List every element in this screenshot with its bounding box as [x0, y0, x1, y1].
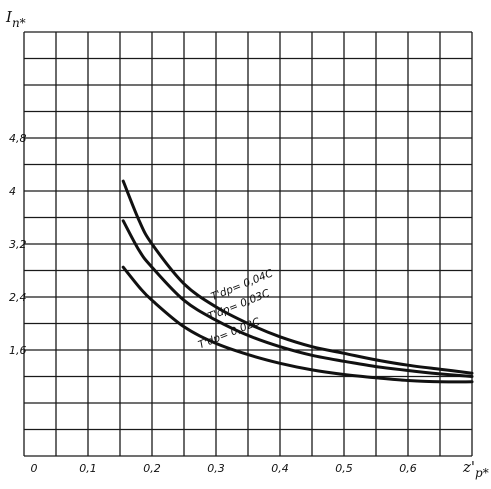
x-tick-label: 0: [31, 462, 38, 475]
x-tick-label: 0,6: [399, 462, 417, 475]
x-axis-label-main: z': [462, 458, 475, 476]
series-line-2: [121, 219, 474, 378]
y-axis-label-main: I: [5, 8, 13, 26]
series-line-3: [121, 265, 474, 384]
x-tick-label: 0,1: [79, 462, 97, 475]
x-tick-label: 0,4: [271, 462, 289, 475]
series-label-3: T'dр= 0,02С: [197, 316, 263, 352]
x-axis-label-sub: р*: [475, 466, 489, 480]
curves: [121, 179, 474, 384]
y-tick-label: 4,8: [9, 132, 27, 145]
grid: [23, 31, 473, 457]
x-tick-label: 0,5: [335, 462, 353, 475]
tick-labels: 0 0,1 0,2 0,3 0,4 0,5 0,6 1,6 2,4 3,2 4 4,8: [9, 132, 417, 475]
y-tick-label: 1,6: [9, 344, 27, 357]
y-tick-label: 4: [9, 185, 16, 198]
y-tick-label: 2,4: [9, 291, 27, 304]
y-tick-label: 3,2: [9, 238, 27, 251]
x-axis-label: z'р*: [462, 458, 489, 480]
series-line-1: [121, 179, 474, 375]
y-axis-label: Iп*: [5, 8, 26, 30]
y-axis-label-sub: п*: [12, 16, 26, 30]
x-tick-label: 0,2: [143, 462, 161, 475]
x-tick-label: 0,3: [207, 462, 225, 475]
